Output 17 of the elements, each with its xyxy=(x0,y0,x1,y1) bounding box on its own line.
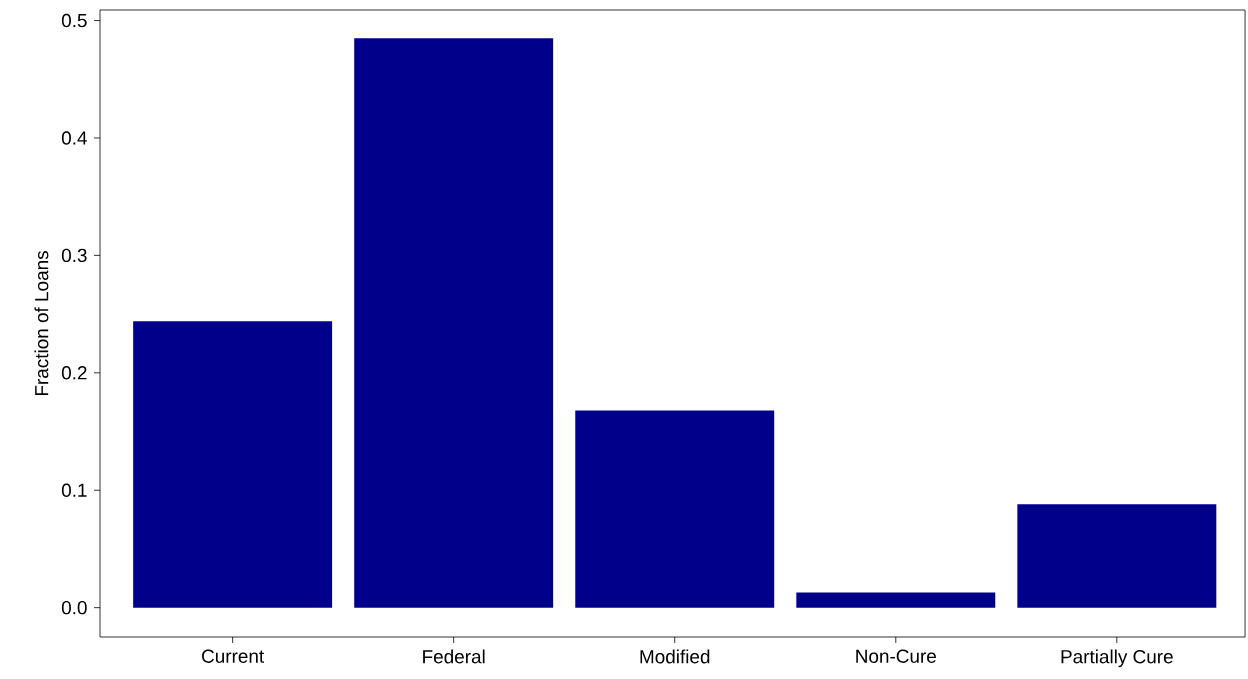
bar xyxy=(796,592,996,608)
x-tick-label: Non-Cure xyxy=(856,649,936,663)
x-tick-label: Modified xyxy=(640,649,710,664)
y-tick-label: 0.3 xyxy=(61,248,87,263)
y-tick-label: 0.2 xyxy=(61,366,87,380)
y-tick-label: 0.1 xyxy=(61,483,87,497)
x-tick-label: Partially Cure xyxy=(1061,649,1173,668)
bar xyxy=(354,38,554,608)
y-tick-label: 0.5 xyxy=(61,13,87,28)
y-tick-label: 0.4 xyxy=(61,131,87,145)
x-tick-label: Current xyxy=(202,649,265,663)
y-axis-title: Fraction of Loans xyxy=(34,251,49,396)
bar xyxy=(1017,504,1217,608)
bar xyxy=(575,410,775,608)
y-tick-label: 0.0 xyxy=(61,600,87,615)
x-tick-label: Federal xyxy=(423,649,485,664)
bar xyxy=(133,321,333,608)
